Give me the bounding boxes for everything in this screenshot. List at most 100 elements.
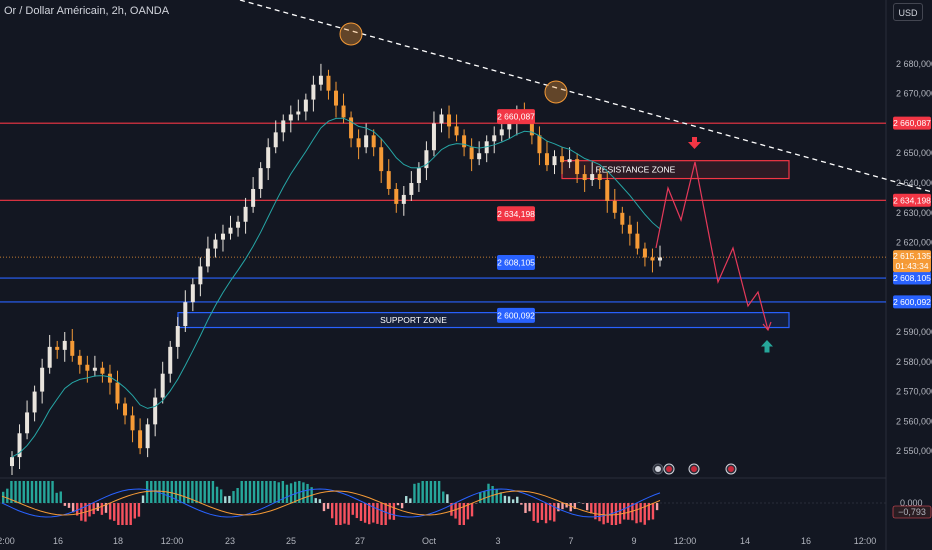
- macd-bar: [528, 503, 531, 512]
- candle: [537, 126, 542, 166]
- projection-path: [652, 137, 773, 475]
- candle-body: [477, 153, 482, 160]
- macd-bar: [368, 503, 371, 525]
- candle-body: [311, 84, 316, 100]
- projection-arrowhead: [762, 321, 772, 332]
- macd-bar: [470, 503, 474, 517]
- candle: [100, 361, 105, 383]
- candle-body: [288, 114, 293, 121]
- candle-body: [220, 233, 225, 240]
- candle-body: [281, 120, 286, 133]
- support-zone: [177, 312, 790, 329]
- candle: [454, 114, 459, 142]
- candle-body: [552, 156, 557, 166]
- macd-bar: [627, 503, 630, 520]
- price-axis[interactable]: 2 680,000 2 670,000 2 650,000 2 640,000 2 63…: [896, 59, 932, 456]
- macd-bar: [158, 481, 161, 503]
- projection-line: [655, 161, 769, 331]
- macd-bar: [80, 503, 83, 521]
- macd-zero-label: 0,000: [900, 498, 923, 508]
- descending-trendline: [239, 0, 932, 193]
- candle: [213, 233, 218, 258]
- candle: [401, 185, 406, 216]
- macd-bar: [281, 481, 285, 503]
- candle-body: [228, 227, 233, 234]
- candle: [635, 221, 640, 255]
- candle-body: [243, 206, 248, 222]
- candle: [198, 257, 203, 297]
- us-flag-icon: [688, 463, 700, 475]
- axis-level-label-bg: [893, 295, 931, 309]
- swing-high-marker: [339, 22, 363, 46]
- price-tick: 2 550,000: [896, 446, 932, 456]
- macd-bar: [458, 503, 461, 525]
- macd-bar: [569, 503, 572, 512]
- candle-body: [575, 159, 580, 175]
- candle-body: [100, 367, 105, 374]
- macd-bar: [495, 489, 498, 503]
- macd-bar: [306, 483, 309, 503]
- candle: [612, 188, 617, 219]
- macd-bar: [43, 481, 46, 503]
- axis-level-label-bg: [893, 116, 931, 130]
- countdown-text: 01:43:34: [895, 261, 928, 271]
- candle-body: [17, 433, 22, 458]
- macd-bar: [108, 503, 112, 520]
- macd-bar: [462, 503, 465, 525]
- candle-body: [32, 391, 37, 413]
- macd-bar: [479, 492, 482, 503]
- candle: [620, 206, 625, 234]
- currency-button[interactable]: USD: [893, 3, 923, 21]
- time-axis[interactable]: 2:00 16 18 12:00 23 25 27 Oct 3 7 9 12:00 14 16 12:00: [0, 536, 876, 546]
- candle-body: [582, 174, 587, 181]
- chart-level-label-text: 2 600,092: [497, 310, 535, 320]
- candle: [62, 331, 67, 362]
- candles: [10, 63, 662, 475]
- macd-bar: [137, 503, 141, 517]
- icon-dot: [666, 466, 672, 472]
- candle: [627, 215, 632, 246]
- axis-level-label-bg: [893, 193, 931, 207]
- candle-body: [416, 168, 421, 184]
- macd-panel: [0, 481, 886, 525]
- macd-bar: [553, 503, 556, 522]
- candle-body: [401, 194, 406, 204]
- time-tick: 9: [631, 536, 636, 546]
- candle-body: [364, 135, 369, 148]
- candle: [273, 120, 278, 154]
- chart-level-label-text: 2 608,105: [497, 258, 535, 268]
- us-flag-icon: [725, 463, 737, 475]
- price-tick: 2 630,000: [896, 208, 932, 218]
- chart-title: Or / Dollar Américain, 2h, OANDA: [4, 5, 170, 17]
- candle-body: [85, 364, 90, 371]
- macd-bar: [121, 503, 124, 525]
- macd-bar: [117, 503, 120, 525]
- trendline: [239, 0, 932, 193]
- price-tick: 2 680,000: [896, 59, 932, 69]
- macd-bar: [380, 503, 383, 525]
- candle: [123, 397, 128, 425]
- candle: [236, 215, 241, 237]
- candle-body: [303, 99, 308, 112]
- candle-body: [160, 373, 165, 398]
- candle-body: [40, 367, 45, 392]
- macd-line: [1, 488, 661, 518]
- candle-body: [590, 174, 595, 181]
- price-labels: 2 660,087 2 660,087 2 634,198 2 634,198 2 60…: [497, 109, 932, 519]
- macd-bar: [59, 491, 62, 503]
- candle-body: [650, 257, 655, 261]
- candle-body: [273, 132, 278, 148]
- candle: [70, 329, 75, 362]
- macd-bar: [125, 503, 128, 525]
- macd-bar: [524, 503, 527, 513]
- macd-bar: [372, 503, 375, 523]
- swing-high-marker: [544, 80, 568, 104]
- macd-bar: [219, 489, 223, 503]
- zones: RESISTANCE ZONE SUPPORT ZONE: [177, 160, 790, 329]
- macd-bar: [6, 488, 9, 503]
- candle-body: [627, 224, 632, 234]
- candle: [92, 355, 97, 377]
- chart-level-label: 2 660,087: [497, 109, 535, 125]
- candle: [311, 75, 316, 112]
